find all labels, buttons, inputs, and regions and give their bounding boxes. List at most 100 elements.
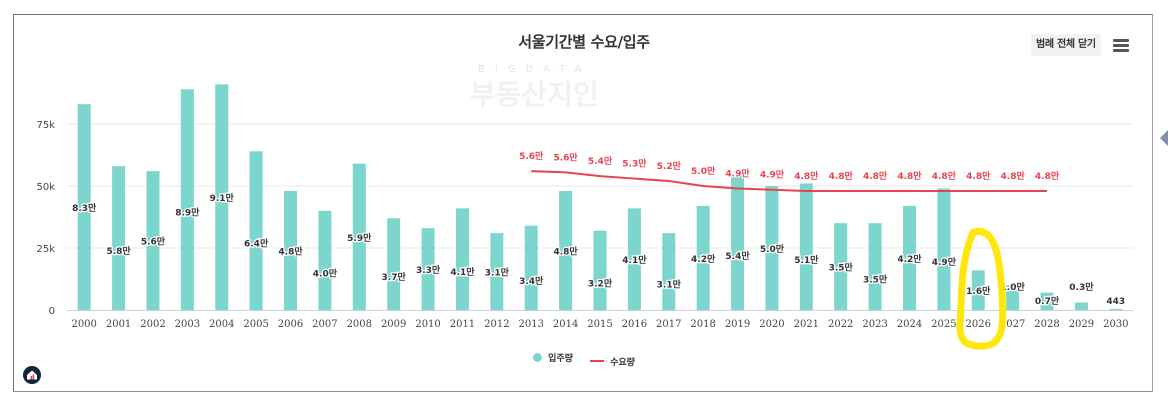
x-tick-label: 2029 — [1069, 319, 1094, 330]
bar-2004[interactable] — [215, 84, 229, 310]
bar-2005[interactable] — [249, 151, 263, 310]
x-tick-label: 2011 — [450, 319, 475, 330]
x-tick-label: 2024 — [897, 319, 922, 330]
bar-2020[interactable] — [765, 186, 779, 310]
demand-data-label: 4.8만 — [829, 170, 854, 182]
bar-2015[interactable] — [593, 230, 607, 310]
bar-2024[interactable] — [902, 205, 916, 310]
bar-2026[interactable] — [971, 270, 985, 310]
bar-data-label: 3.5만 — [829, 262, 854, 274]
home-chart-icon[interactable] — [23, 366, 41, 384]
x-tick-label: 2009 — [381, 319, 406, 330]
bar-data-label: 3.7만 — [382, 271, 407, 283]
x-tick-label: 2018 — [690, 319, 715, 330]
bar-data-label: 5.1만 — [794, 254, 819, 266]
bar-data-label: 4.0만 — [313, 267, 338, 279]
bar-data-label: 5.9만 — [347, 232, 372, 244]
legend-item-demand[interactable]: 수요량 — [590, 355, 635, 368]
demand-data-label: 5.0만 — [691, 165, 716, 177]
bar-2016[interactable] — [627, 208, 641, 310]
demand-data-label: 4.8만 — [1035, 170, 1060, 182]
bar-data-label: 4.8만 — [278, 245, 303, 257]
bar-data-label: 5.0만 — [760, 243, 785, 255]
y-tick-label: 75k — [36, 120, 55, 131]
legend-line-icon — [590, 360, 605, 362]
bar-data-label: 9.1만 — [210, 192, 235, 204]
x-tick-label: 2025 — [931, 319, 956, 330]
x-tick-label: 2013 — [518, 319, 543, 330]
bar-2013[interactable] — [524, 225, 538, 310]
bar-2029[interactable] — [1074, 302, 1088, 310]
bar-2009[interactable] — [387, 218, 401, 310]
x-tick-label: 2030 — [1103, 319, 1128, 330]
bar-2025[interactable] — [937, 188, 951, 310]
bar-data-label: 0.7만 — [1035, 295, 1060, 307]
x-tick-label: 2010 — [415, 319, 440, 330]
hamburger-menu-icon[interactable] — [1113, 39, 1129, 52]
bar-data-label: 1.0만 — [1001, 281, 1026, 293]
bar-data-label: 0.3만 — [1069, 281, 1094, 293]
demand-data-label: 5.6만 — [553, 151, 578, 163]
bar-data-label: 3.2만 — [588, 277, 613, 289]
legend-toggle-button[interactable]: 범례 전체 닫기 — [1031, 34, 1101, 56]
bar-2019[interactable] — [731, 176, 745, 310]
y-tick-label: 25k — [36, 244, 55, 255]
bar-data-label: 3.1만 — [657, 279, 682, 291]
menu-bar — [1113, 39, 1129, 42]
bar-data-label: 443 — [1106, 297, 1125, 307]
bar-2021[interactable] — [799, 183, 813, 310]
bar-2002[interactable] — [146, 171, 160, 310]
bar-data-label: 4.1만 — [622, 254, 647, 266]
x-tick-label: 2007 — [312, 319, 337, 330]
bar-2008[interactable] — [352, 163, 366, 310]
bar-data-label: 8.3만 — [72, 202, 97, 214]
bar-2011[interactable] — [455, 208, 469, 310]
bar-2006[interactable] — [284, 190, 298, 310]
bar-2023[interactable] — [868, 223, 882, 310]
legend-item-supply[interactable]: 입주량 — [533, 351, 573, 364]
bar-2012[interactable] — [490, 233, 504, 310]
bar-2014[interactable] — [559, 190, 573, 310]
bar-2007[interactable] — [318, 210, 332, 310]
y-tick-label: 0 — [49, 306, 55, 317]
bar-data-label: 4.8만 — [553, 245, 578, 257]
x-tick-label: 2027 — [1000, 319, 1025, 330]
demand-data-label: 4.8만 — [932, 170, 957, 182]
x-tick-label: 2021 — [794, 319, 819, 330]
bar-data-label: 4.2만 — [691, 253, 716, 265]
menu-bar — [1113, 44, 1129, 47]
demand-data-label: 4.8만 — [966, 170, 991, 182]
bar-2028[interactable] — [1040, 292, 1054, 310]
x-tick-label: 2023 — [862, 319, 887, 330]
x-tick-label: 2014 — [553, 319, 578, 330]
demand-data-label: 4.8만 — [863, 170, 888, 182]
x-tick-label: 2001 — [106, 319, 131, 330]
bar-2022[interactable] — [834, 223, 848, 310]
demand-data-label: 4.9만 — [760, 169, 785, 181]
legend-label-supply: 입주량 — [548, 354, 573, 364]
x-tick-label: 2016 — [622, 319, 647, 330]
x-tick-label: 2006 — [278, 319, 303, 330]
bar-2027[interactable] — [1006, 285, 1020, 310]
bar-2018[interactable] — [696, 205, 710, 310]
legend: 입주량 수요량 — [0, 351, 1168, 368]
bar-2001[interactable] — [112, 166, 126, 310]
collapse-arrow-icon[interactable] — [1160, 129, 1168, 147]
x-tick-label: 2019 — [725, 319, 750, 330]
bar-2003[interactable] — [180, 89, 194, 310]
bar-2000[interactable] — [77, 104, 91, 310]
demand-data-label: 4.8만 — [897, 170, 922, 182]
x-tick-label: 2028 — [1034, 319, 1059, 330]
bar-data-label: 3.5만 — [863, 274, 888, 286]
bar-data-label: 6.4만 — [244, 238, 269, 250]
bar-2030[interactable] — [1109, 308, 1123, 310]
bar-data-label: 5.6만 — [141, 236, 166, 248]
demand-data-label: 5.4만 — [588, 155, 613, 167]
bar-2010[interactable] — [421, 228, 435, 310]
bar-data-label: 4.1만 — [450, 266, 475, 278]
legend-label-demand: 수요량 — [610, 357, 635, 368]
x-tick-label: 2004 — [209, 319, 234, 330]
demand-line[interactable] — [531, 170, 1048, 192]
bar-2017[interactable] — [662, 233, 676, 310]
